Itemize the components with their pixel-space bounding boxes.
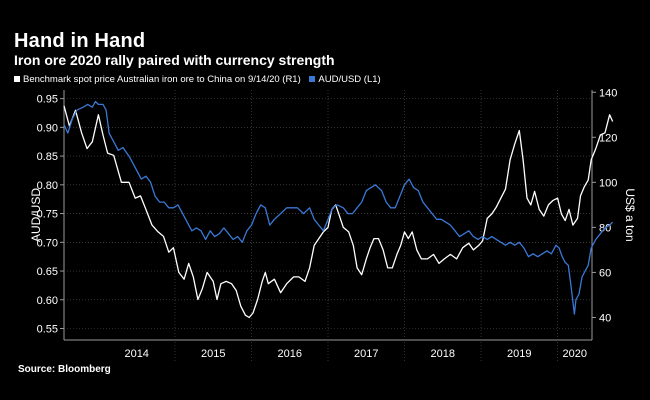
legend-swatch-iron-ore: [14, 76, 20, 83]
legend-swatch-audusd: [309, 76, 316, 83]
x-tick-label: 2014: [124, 348, 148, 360]
left-tick-label: 0.60: [37, 295, 58, 307]
right-tick-label: 120: [599, 132, 617, 144]
x-tick-label: 2016: [277, 348, 301, 360]
x-tick-label: 2015: [201, 348, 225, 360]
right-tick-label: 140: [599, 87, 617, 99]
x-tick-label: 2018: [431, 348, 455, 360]
legend-label-iron-ore: Benchmark spot price Australian iron ore…: [23, 74, 301, 85]
source-note: Source: Bloomberg: [18, 364, 111, 375]
chart-subtitle: Iron ore 2020 rally paired with currency…: [14, 52, 335, 68]
left-tick-label: 0.75: [37, 209, 58, 221]
left-tick-label: 0.90: [37, 122, 58, 134]
legend-item-iron-ore: Benchmark spot price Australian iron ore…: [14, 74, 301, 85]
series-line-audusd: [63, 100, 614, 315]
left-tick-label: 0.85: [37, 151, 58, 163]
x-tick-label: 2017: [354, 348, 378, 360]
left-tick-label: 0.95: [37, 94, 58, 106]
x-tick-label: 2019: [507, 348, 531, 360]
legend: Benchmark spot price Australian iron ore…: [14, 74, 387, 85]
left-tick-label: 0.70: [37, 237, 58, 249]
left-tick-label: 0.55: [37, 324, 58, 336]
right-axis-title: US$ a ton: [623, 188, 637, 241]
right-tick-label: 100: [599, 177, 617, 189]
right-tick-label: 40: [599, 312, 611, 324]
left-axis-title: AUD/USD: [29, 188, 43, 242]
x-tick-label: 2020: [563, 348, 587, 360]
left-tick-label: 0.65: [37, 266, 58, 278]
left-tick-label: 0.80: [37, 180, 58, 192]
series-line-iron-ore: [63, 105, 614, 319]
chart-title: Hand in Hand: [14, 30, 146, 52]
legend-label-audusd: AUD/USD (L1): [318, 74, 381, 85]
right-tick-label: 60: [599, 267, 611, 279]
legend-item-audusd: AUD/USD (L1): [309, 74, 381, 85]
